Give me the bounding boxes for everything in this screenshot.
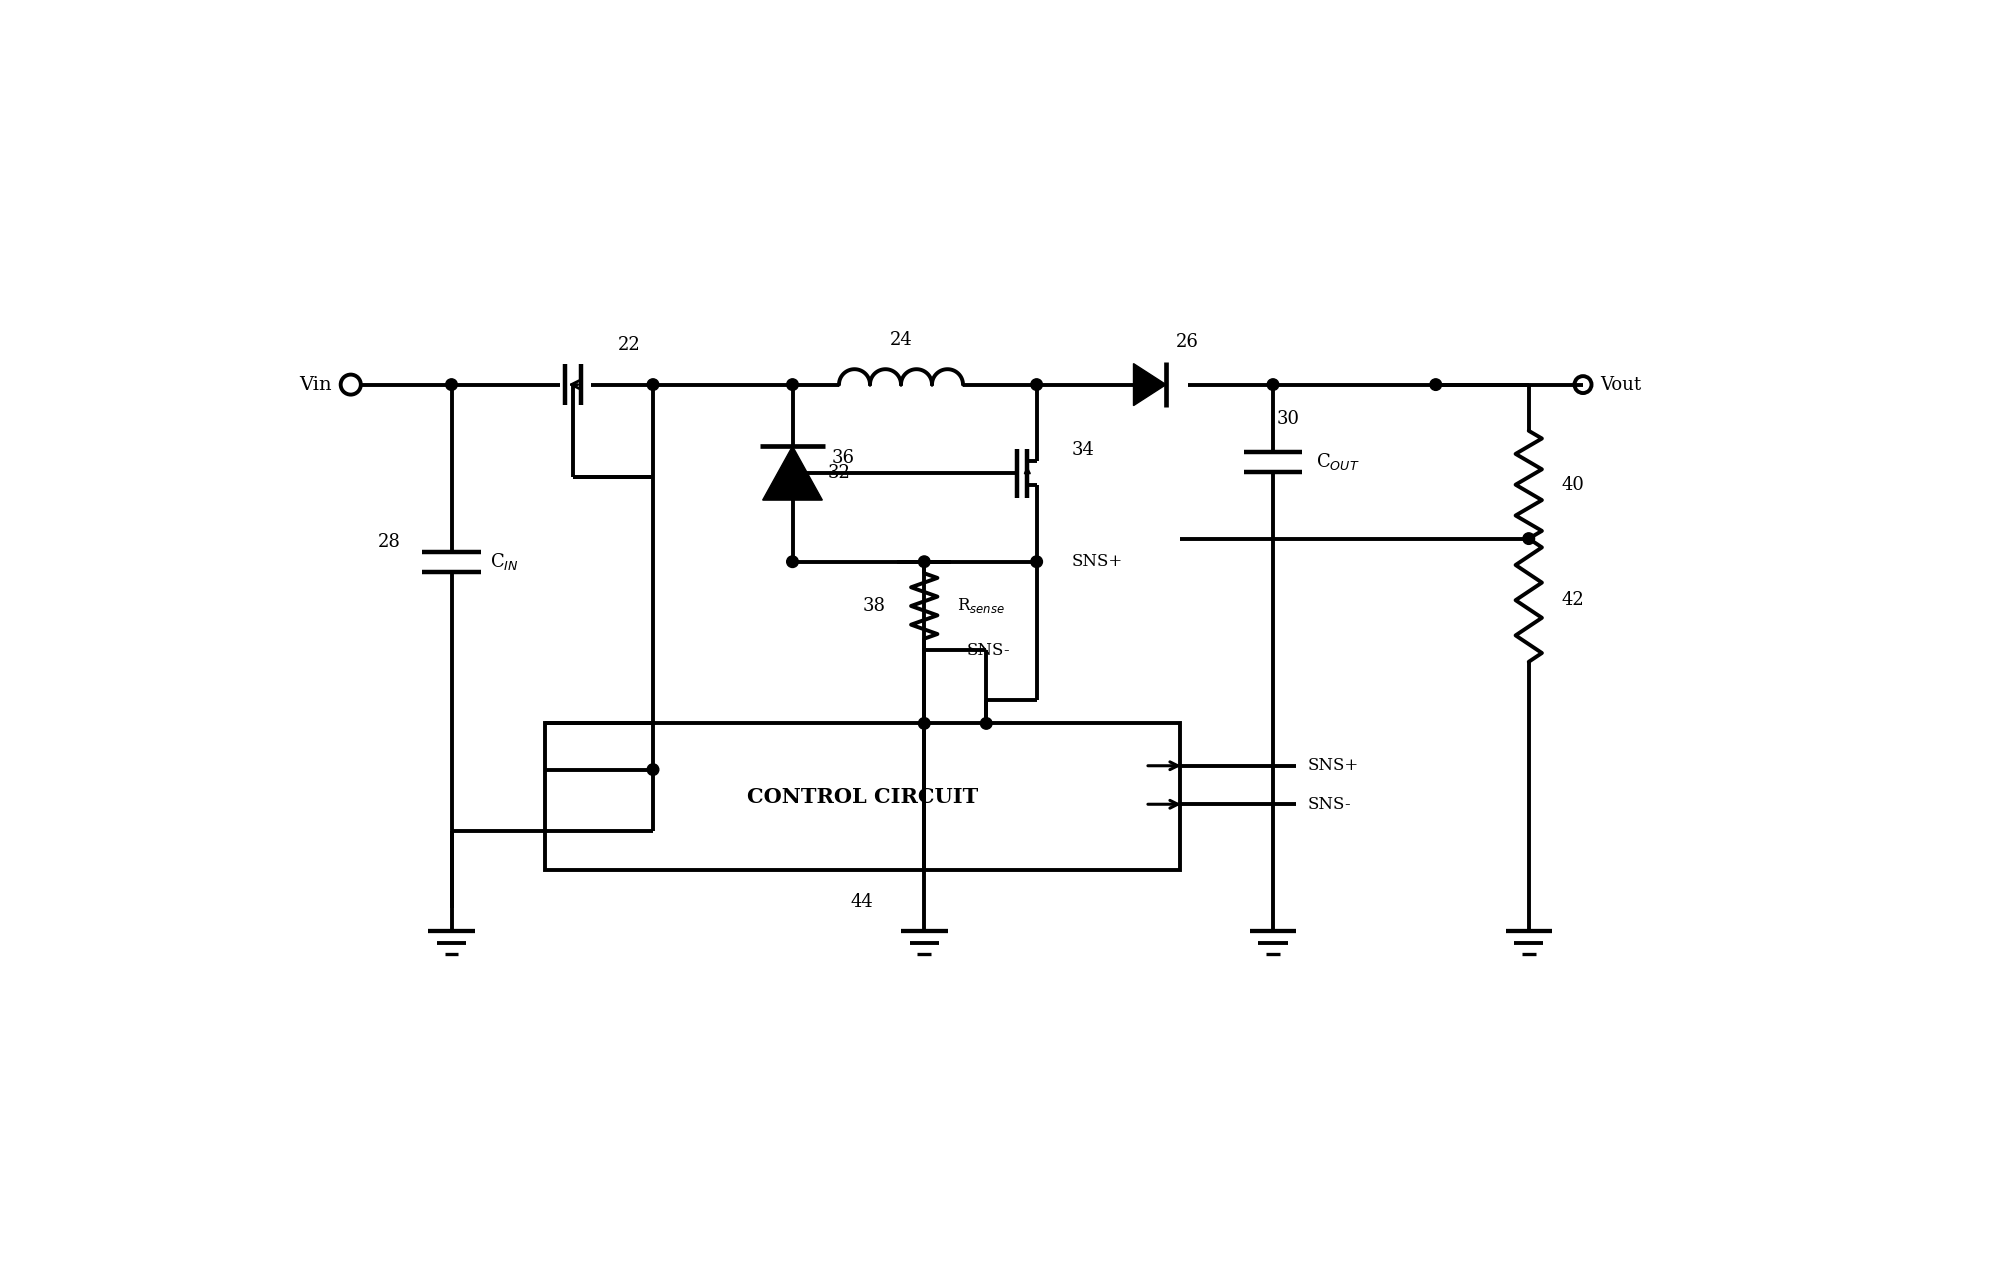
Text: 42: 42 [1562, 591, 1584, 609]
Text: Vin: Vin [298, 375, 332, 393]
Circle shape [446, 379, 458, 390]
Text: 40: 40 [1562, 476, 1584, 494]
Circle shape [918, 556, 930, 567]
Circle shape [786, 556, 798, 567]
Text: 36: 36 [832, 449, 854, 467]
Bar [544, 723, 1180, 869]
Text: SNS+: SNS+ [1072, 553, 1122, 570]
Text: 30: 30 [1278, 411, 1300, 429]
Text: Vout: Vout [1600, 375, 1642, 393]
Text: 34: 34 [1072, 442, 1094, 460]
Text: CONTROL CIRCUIT: CONTROL CIRCUIT [746, 786, 978, 806]
Text: 22: 22 [618, 335, 640, 353]
Text: R$_{sense}$: R$_{sense}$ [956, 596, 1004, 616]
Text: SNS+: SNS+ [1308, 758, 1360, 774]
Text: SNS-: SNS- [1308, 796, 1352, 813]
Text: 24: 24 [890, 332, 912, 349]
Text: 26: 26 [1176, 333, 1200, 351]
Text: 38: 38 [862, 596, 886, 614]
Circle shape [1522, 532, 1534, 544]
Polygon shape [1134, 364, 1166, 406]
Text: C$_{IN}$: C$_{IN}$ [490, 552, 520, 572]
Circle shape [1030, 556, 1042, 567]
Circle shape [648, 764, 658, 776]
Polygon shape [762, 447, 822, 500]
Circle shape [1030, 379, 1042, 390]
Text: 44: 44 [850, 893, 874, 911]
Circle shape [786, 379, 798, 390]
Circle shape [918, 718, 930, 730]
Circle shape [648, 379, 658, 390]
Circle shape [1268, 379, 1278, 390]
Text: 32: 32 [828, 465, 850, 483]
Circle shape [1430, 379, 1442, 390]
Text: 28: 28 [378, 534, 402, 552]
Circle shape [980, 718, 992, 730]
Text: SNS-: SNS- [966, 641, 1010, 659]
Text: C$_{OUT}$: C$_{OUT}$ [1316, 451, 1360, 472]
